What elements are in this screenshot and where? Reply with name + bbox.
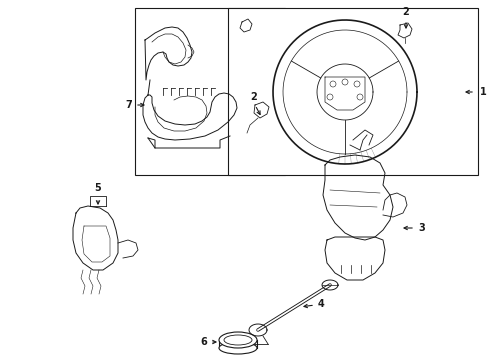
Text: 6: 6 (200, 337, 207, 347)
Text: 1: 1 (480, 87, 487, 97)
Text: 7: 7 (125, 100, 132, 110)
Text: 3: 3 (418, 223, 425, 233)
Text: 4: 4 (318, 299, 325, 309)
Bar (228, 8, 478, 175)
Ellipse shape (224, 335, 252, 345)
Text: 2: 2 (250, 92, 257, 102)
Text: 5: 5 (95, 183, 101, 193)
Ellipse shape (219, 342, 257, 354)
Ellipse shape (219, 332, 257, 348)
Text: 2: 2 (403, 7, 409, 17)
Bar (135, 8, 285, 175)
